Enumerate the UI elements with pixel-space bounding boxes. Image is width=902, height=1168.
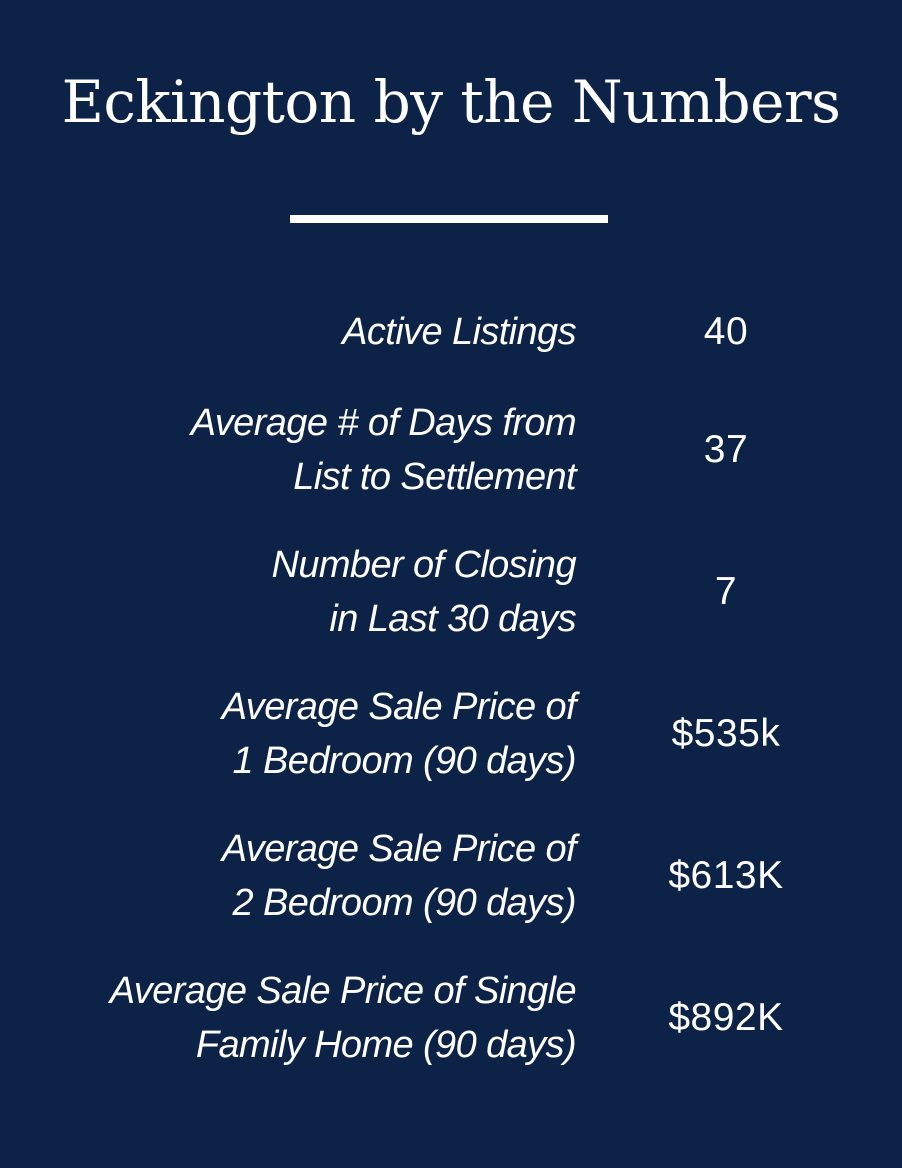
stat-value: $892K	[668, 996, 784, 1039]
stat-label: Average Sale Price of 1 Bedroom (90 days…	[16, 674, 577, 794]
stat-row-single-family-price: Average Sale Price of Single Family Home…	[0, 958, 902, 1078]
stat-label: Average Sale Price of Single Family Home…	[16, 958, 577, 1078]
stat-label-line: List to Settlement	[293, 456, 576, 498]
stat-label-line: in Last 30 days	[329, 598, 576, 640]
stat-row-2-bedroom-price: Average Sale Price of 2 Bedroom (90 days…	[0, 816, 902, 936]
stat-label: Average Sale Price of 2 Bedroom (90 days…	[16, 816, 577, 936]
stat-label: Active Listings	[16, 272, 576, 392]
stat-label-line: Number of Closing	[271, 544, 577, 586]
stat-value: 7	[714, 570, 738, 613]
page-title: Eckington by the Numbers	[61, 68, 841, 136]
stat-label-line: 2 Bedroom (90 days)	[232, 882, 577, 924]
stat-label-line: Average # of Days from	[190, 402, 577, 444]
stat-label-line: Average Sale Price of	[221, 828, 577, 870]
title-divider	[290, 215, 608, 223]
stat-row-1-bedroom-price: Average Sale Price of 1 Bedroom (90 days…	[0, 674, 902, 794]
stat-row-closings: Number of Closing in Last 30 days 7	[0, 532, 902, 652]
stat-label-line: Family Home (90 days)	[195, 1024, 577, 1066]
stat-value: $535k	[671, 712, 781, 755]
stat-value: 40	[703, 310, 749, 353]
stat-label-line: Active Listings	[342, 311, 576, 353]
stat-label: Average # of Days from List to Settlemen…	[16, 390, 577, 510]
stat-label-line: 1 Bedroom (90 days)	[232, 740, 577, 782]
stat-label-line: Average Sale Price of	[221, 686, 577, 728]
stat-row-active-listings: Active Listings 40	[0, 272, 902, 392]
stat-row-days-to-settlement: Average # of Days from List to Settlemen…	[0, 390, 902, 510]
stat-value: 37	[703, 428, 749, 471]
stat-label: Number of Closing in Last 30 days	[16, 532, 577, 652]
stat-label-line: Average Sale Price of Single	[109, 970, 577, 1012]
stat-value: $613K	[668, 854, 784, 897]
